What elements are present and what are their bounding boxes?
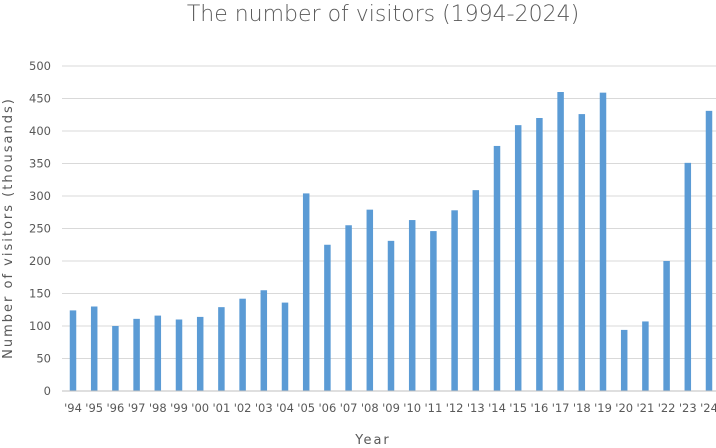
bar	[281, 302, 289, 391]
y-tick-label: 100	[29, 319, 51, 333]
y-tick-label: 400	[29, 124, 51, 138]
bar	[684, 162, 692, 391]
bar	[366, 209, 374, 391]
y-axis-tick-labels: 0 50 100 150 200 250 300 350 400 450 500	[29, 59, 51, 398]
bar	[324, 244, 331, 391]
bar	[430, 231, 437, 391]
x-tick-label: '16	[531, 401, 549, 415]
y-tick-label: 450	[29, 92, 51, 106]
bar	[472, 190, 480, 391]
bar	[345, 225, 352, 391]
x-tick-label: '99	[170, 401, 188, 415]
bar	[599, 92, 607, 392]
bar	[90, 306, 98, 391]
x-tick-label: '04	[276, 401, 294, 415]
y-tick-label: 250	[29, 222, 51, 236]
x-tick-label: '18	[573, 401, 591, 415]
x-tick-label: '23	[679, 401, 697, 415]
bar	[642, 321, 649, 391]
chart-title: The number of visitors (1994-2024)	[187, 2, 579, 27]
x-tick-label: '09	[382, 401, 400, 415]
x-tick-label: '20	[615, 401, 633, 415]
bar	[620, 329, 628, 391]
x-tick-label: '19	[594, 401, 612, 415]
x-tick-label: '12	[446, 401, 464, 415]
x-tick-label: '21	[637, 401, 655, 415]
bar	[196, 316, 204, 391]
x-tick-label: '01	[213, 401, 231, 415]
bar	[514, 125, 522, 392]
x-tick-label: '22	[658, 401, 676, 415]
y-tick-label: 200	[29, 254, 51, 268]
y-tick-label: 350	[29, 157, 51, 171]
bar	[69, 310, 77, 391]
y-tick-label: 0	[44, 384, 51, 398]
x-tick-label: '05	[297, 401, 315, 415]
x-axis-title: Year	[354, 433, 391, 448]
x-tick-label: '08	[361, 401, 379, 415]
x-tick-label: '03	[255, 401, 273, 415]
x-tick-label: '98	[149, 401, 167, 415]
bar	[302, 193, 310, 391]
y-tick-label: 50	[36, 352, 51, 366]
bar	[536, 118, 543, 391]
bar	[493, 145, 501, 391]
x-axis-tick-labels: '94'95'96'97'98'99'00'01'02'03'04'05'06 '…	[64, 401, 716, 415]
y-tick-label: 150	[29, 287, 51, 301]
x-tick-label: '14	[488, 401, 506, 415]
bar	[387, 240, 395, 391]
y-tick-label: 300	[29, 189, 51, 203]
bar	[239, 298, 246, 391]
x-tick-label: '00	[191, 401, 209, 415]
x-tick-label: '96	[107, 401, 125, 415]
y-tick-label: 500	[29, 59, 51, 73]
gridlines	[62, 65, 716, 359]
x-tick-label: '24	[700, 401, 716, 415]
x-tick-label: '17	[552, 401, 570, 415]
x-tick-label: '07	[340, 401, 358, 415]
bars	[69, 92, 713, 392]
y-axis-title: Number of visitors (thousands)	[1, 97, 16, 359]
x-tick-label: '94	[64, 401, 82, 415]
x-tick-label: '02	[234, 401, 252, 415]
bar	[578, 114, 586, 391]
bar	[154, 315, 162, 391]
bar	[218, 307, 225, 391]
bar	[705, 110, 713, 391]
x-tick-label: '11	[425, 401, 443, 415]
bar	[260, 290, 268, 391]
bar	[408, 220, 416, 391]
x-tick-label: '06	[319, 401, 337, 415]
x-tick-label: '97	[128, 401, 146, 415]
x-tick-label: '95	[85, 401, 103, 415]
bar	[112, 326, 119, 391]
x-tick-label: '10	[403, 401, 421, 415]
x-tick-label: '13	[467, 401, 485, 415]
bar	[133, 318, 140, 391]
bar	[663, 261, 670, 391]
bar	[175, 319, 183, 391]
bar	[557, 92, 564, 391]
bar	[451, 210, 458, 391]
x-tick-label: '15	[509, 401, 527, 415]
